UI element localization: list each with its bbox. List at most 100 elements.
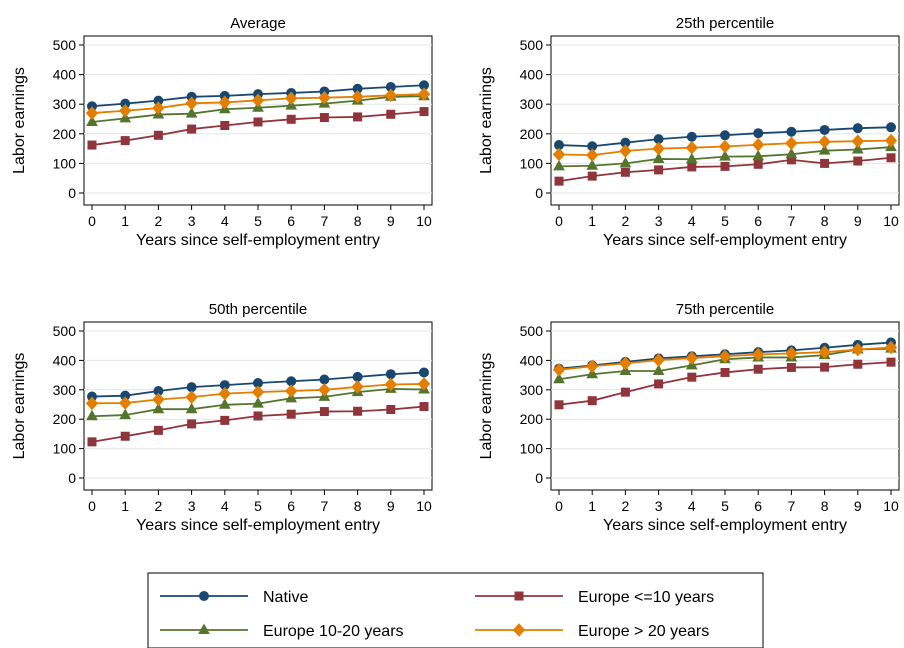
series-point — [185, 96, 198, 111]
series-point — [286, 409, 296, 419]
series-point — [85, 106, 99, 120]
series-point — [285, 384, 298, 398]
legend-entry: Europe <=10 years — [475, 589, 714, 606]
series-point — [417, 377, 431, 391]
y-tick-label: 400 — [520, 352, 544, 368]
series-point — [351, 90, 364, 104]
x-tick-label: 1 — [121, 498, 129, 514]
x-tick-label: 6 — [287, 213, 295, 229]
x-tick-label: 8 — [354, 498, 362, 514]
series-point — [685, 140, 698, 155]
series-point — [220, 415, 230, 425]
series-point — [785, 147, 798, 159]
series-point — [152, 101, 165, 115]
chart-panel: 0 100 200 300 400 500 0 1 2 3 4 5 6 7 8 9 10 50th percent… — [11, 301, 433, 534]
chart-panel: 0 100 200 300 400 500 0 1 2 3 4 5 6 7 8 9 10 Average Years… — [11, 15, 433, 249]
series-point — [652, 364, 665, 375]
x-tick-label: 7 — [321, 498, 329, 514]
legend-label: Europe 10-20 years — [263, 623, 404, 640]
y-tick-label: 0 — [535, 185, 543, 201]
series-point — [318, 90, 331, 105]
series-point — [687, 372, 697, 382]
series-point — [786, 362, 796, 372]
x-tick-label: 6 — [754, 213, 762, 229]
series-point — [252, 397, 264, 408]
series-point — [686, 131, 697, 142]
series-point — [553, 159, 565, 171]
legend-marker-point — [199, 591, 209, 601]
x-tick-label: 2 — [155, 213, 163, 229]
series-point — [752, 347, 765, 362]
x-tick-label: 5 — [721, 213, 729, 229]
series-point — [285, 91, 298, 106]
series-point — [253, 411, 263, 421]
y-tick-label: 200 — [53, 411, 77, 427]
series-point — [818, 135, 831, 149]
y-axis-label: Labor earnings — [478, 67, 495, 174]
series-point — [718, 349, 732, 364]
legend-entry: Europe 10-20 years — [160, 623, 404, 640]
y-tick-label: 200 — [520, 411, 544, 427]
series-point — [654, 165, 664, 175]
legend-marker-point — [512, 623, 526, 637]
series-point — [384, 88, 397, 103]
series-point — [119, 396, 132, 410]
series-point — [586, 359, 599, 374]
x-tick-label: 8 — [821, 498, 829, 514]
series-point — [619, 144, 632, 158]
y-tick-label: 0 — [68, 470, 76, 486]
series-point — [753, 128, 764, 139]
x-axis-label: Years since self-employment entry — [603, 517, 847, 534]
x-tick-label: 7 — [321, 213, 329, 229]
series-point — [251, 93, 265, 108]
legend-marker-point — [514, 591, 524, 601]
panel-title: 75th percentile — [676, 301, 774, 318]
series — [85, 377, 431, 411]
series-point — [220, 121, 230, 131]
series-point — [417, 87, 431, 101]
chart-panel: 0 100 200 300 400 500 0 1 2 3 4 5 6 7 8 9 10 75th percent… — [478, 301, 900, 534]
x-tick-label: 9 — [854, 498, 862, 514]
y-tick-label: 100 — [520, 155, 544, 171]
x-tick-label: 5 — [254, 498, 262, 514]
plot-area — [550, 321, 900, 491]
x-tick-label: 10 — [416, 213, 432, 229]
x-tick-label: 4 — [688, 498, 696, 514]
series-point — [152, 402, 165, 414]
x-tick-label: 2 — [622, 498, 630, 514]
y-axis-label: Labor earnings — [11, 353, 28, 460]
y-tick-label: 200 — [520, 126, 544, 142]
y-tick-label: 300 — [53, 382, 77, 398]
series-point — [884, 340, 898, 355]
series — [552, 133, 898, 162]
series-point — [386, 109, 396, 119]
series-point — [685, 152, 698, 164]
x-tick-label: 8 — [354, 213, 362, 229]
plot-area — [550, 35, 900, 206]
series-point — [318, 383, 331, 397]
y-tick-label: 500 — [53, 323, 77, 339]
series-point — [852, 123, 863, 134]
series-point — [419, 367, 429, 378]
series — [554, 122, 896, 152]
series-point — [120, 136, 130, 146]
y-axis-label: Labor earnings — [11, 67, 28, 174]
series-point — [286, 114, 296, 124]
legend-label: Native — [263, 589, 308, 606]
series-point — [553, 372, 565, 384]
series-point — [785, 136, 798, 151]
x-axis-label: Years since self-employment entry — [136, 517, 380, 534]
series-point — [620, 387, 630, 397]
series-point — [654, 379, 664, 389]
x-tick-label: 0 — [88, 213, 96, 229]
series-point — [753, 364, 763, 374]
series-point — [185, 390, 198, 404]
x-tick-label: 3 — [655, 213, 663, 229]
series-point — [153, 130, 163, 140]
x-tick-label: 2 — [622, 213, 630, 229]
legend-marker-point — [198, 623, 210, 634]
x-tick-label: 7 — [788, 213, 796, 229]
series-point — [251, 385, 265, 399]
series-point — [86, 115, 98, 126]
